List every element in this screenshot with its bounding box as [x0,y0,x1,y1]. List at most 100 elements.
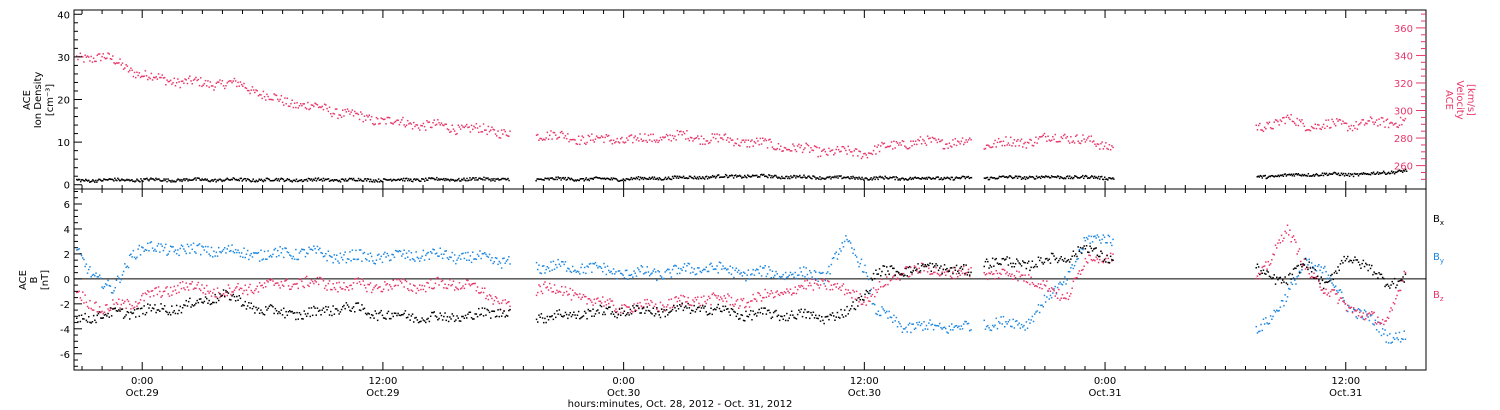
data-point [204,245,207,248]
data-point [969,137,971,139]
data-point [1306,129,1308,131]
data-point [888,273,890,276]
data-point [752,268,754,271]
data-point [1031,176,1034,178]
data-point [1046,176,1049,178]
data-point [206,251,208,253]
data-point [716,133,718,135]
data-point [130,179,132,182]
data-point [1402,280,1404,282]
data-point [254,91,256,94]
data-point [374,123,376,125]
data-point [1031,281,1034,284]
data-point [267,281,269,283]
data-point [237,249,239,251]
data-point [207,290,209,293]
data-point [215,301,218,304]
data-point [857,305,859,307]
data-point [1267,323,1269,325]
data-point [731,303,734,306]
data-point [825,288,828,290]
data-point [647,178,650,180]
data-point [165,287,167,289]
data-point [1315,173,1318,175]
data-point [839,317,841,319]
data-point [648,274,651,277]
data-point [954,325,957,327]
data-point [923,140,925,142]
data-point [285,247,287,250]
data-point [496,315,498,317]
data-point [923,321,925,323]
data-point [623,304,626,306]
data-point [165,178,167,180]
data-point [857,155,859,157]
data-point [1377,173,1380,175]
data-point [228,250,231,253]
data-point [1320,128,1322,131]
data-point [101,55,103,58]
data-point [144,248,147,251]
data-point [738,318,740,320]
data-point [1380,322,1383,325]
data-point [499,137,502,139]
data-point [867,300,870,302]
data-point [564,286,567,288]
data-point [376,118,379,120]
data-point [355,112,357,115]
data-point [846,176,848,179]
data-point [687,177,690,179]
data-point [676,272,679,275]
data-point [100,277,102,279]
data-point [959,177,962,180]
data-point [875,312,877,315]
data-point [673,305,675,307]
data-point [573,294,575,297]
data-point [1057,175,1060,178]
data-point [699,143,701,145]
data-point [552,260,555,263]
data-point [1267,123,1269,125]
data-point [1383,120,1385,123]
data-point [907,276,910,278]
data-point [700,296,703,299]
data-point [912,140,914,142]
data-point [812,149,815,152]
data-point [859,150,861,153]
data-point [358,179,361,182]
data-point [119,281,121,284]
data-point [543,283,545,286]
data-point [853,176,855,179]
data-point [474,127,476,129]
data-point [374,285,376,287]
data-point [645,178,648,180]
y-tick-label: 0 [64,181,70,192]
data-point [407,179,409,182]
data-point [538,284,540,286]
data-point [1002,140,1005,142]
data-point [893,176,895,178]
data-point [676,305,679,307]
data-point [503,310,505,312]
data-point [663,136,665,139]
data-point [219,293,221,295]
data-point [667,176,670,178]
data-point [1342,172,1345,175]
data-point [221,180,223,183]
data-point [1379,323,1381,325]
data-point [730,273,733,275]
data-point [562,132,564,135]
data-point [1347,129,1349,132]
data-point [221,294,224,297]
data-point [409,283,411,285]
data-point [788,274,790,277]
data-point [637,176,640,178]
data-point [191,83,193,85]
data-point [710,307,712,309]
data-point [107,52,109,54]
data-point [1277,310,1279,312]
data-point [1337,302,1339,305]
data-point [249,283,251,286]
data-point [1035,175,1038,177]
data-point [570,315,573,318]
